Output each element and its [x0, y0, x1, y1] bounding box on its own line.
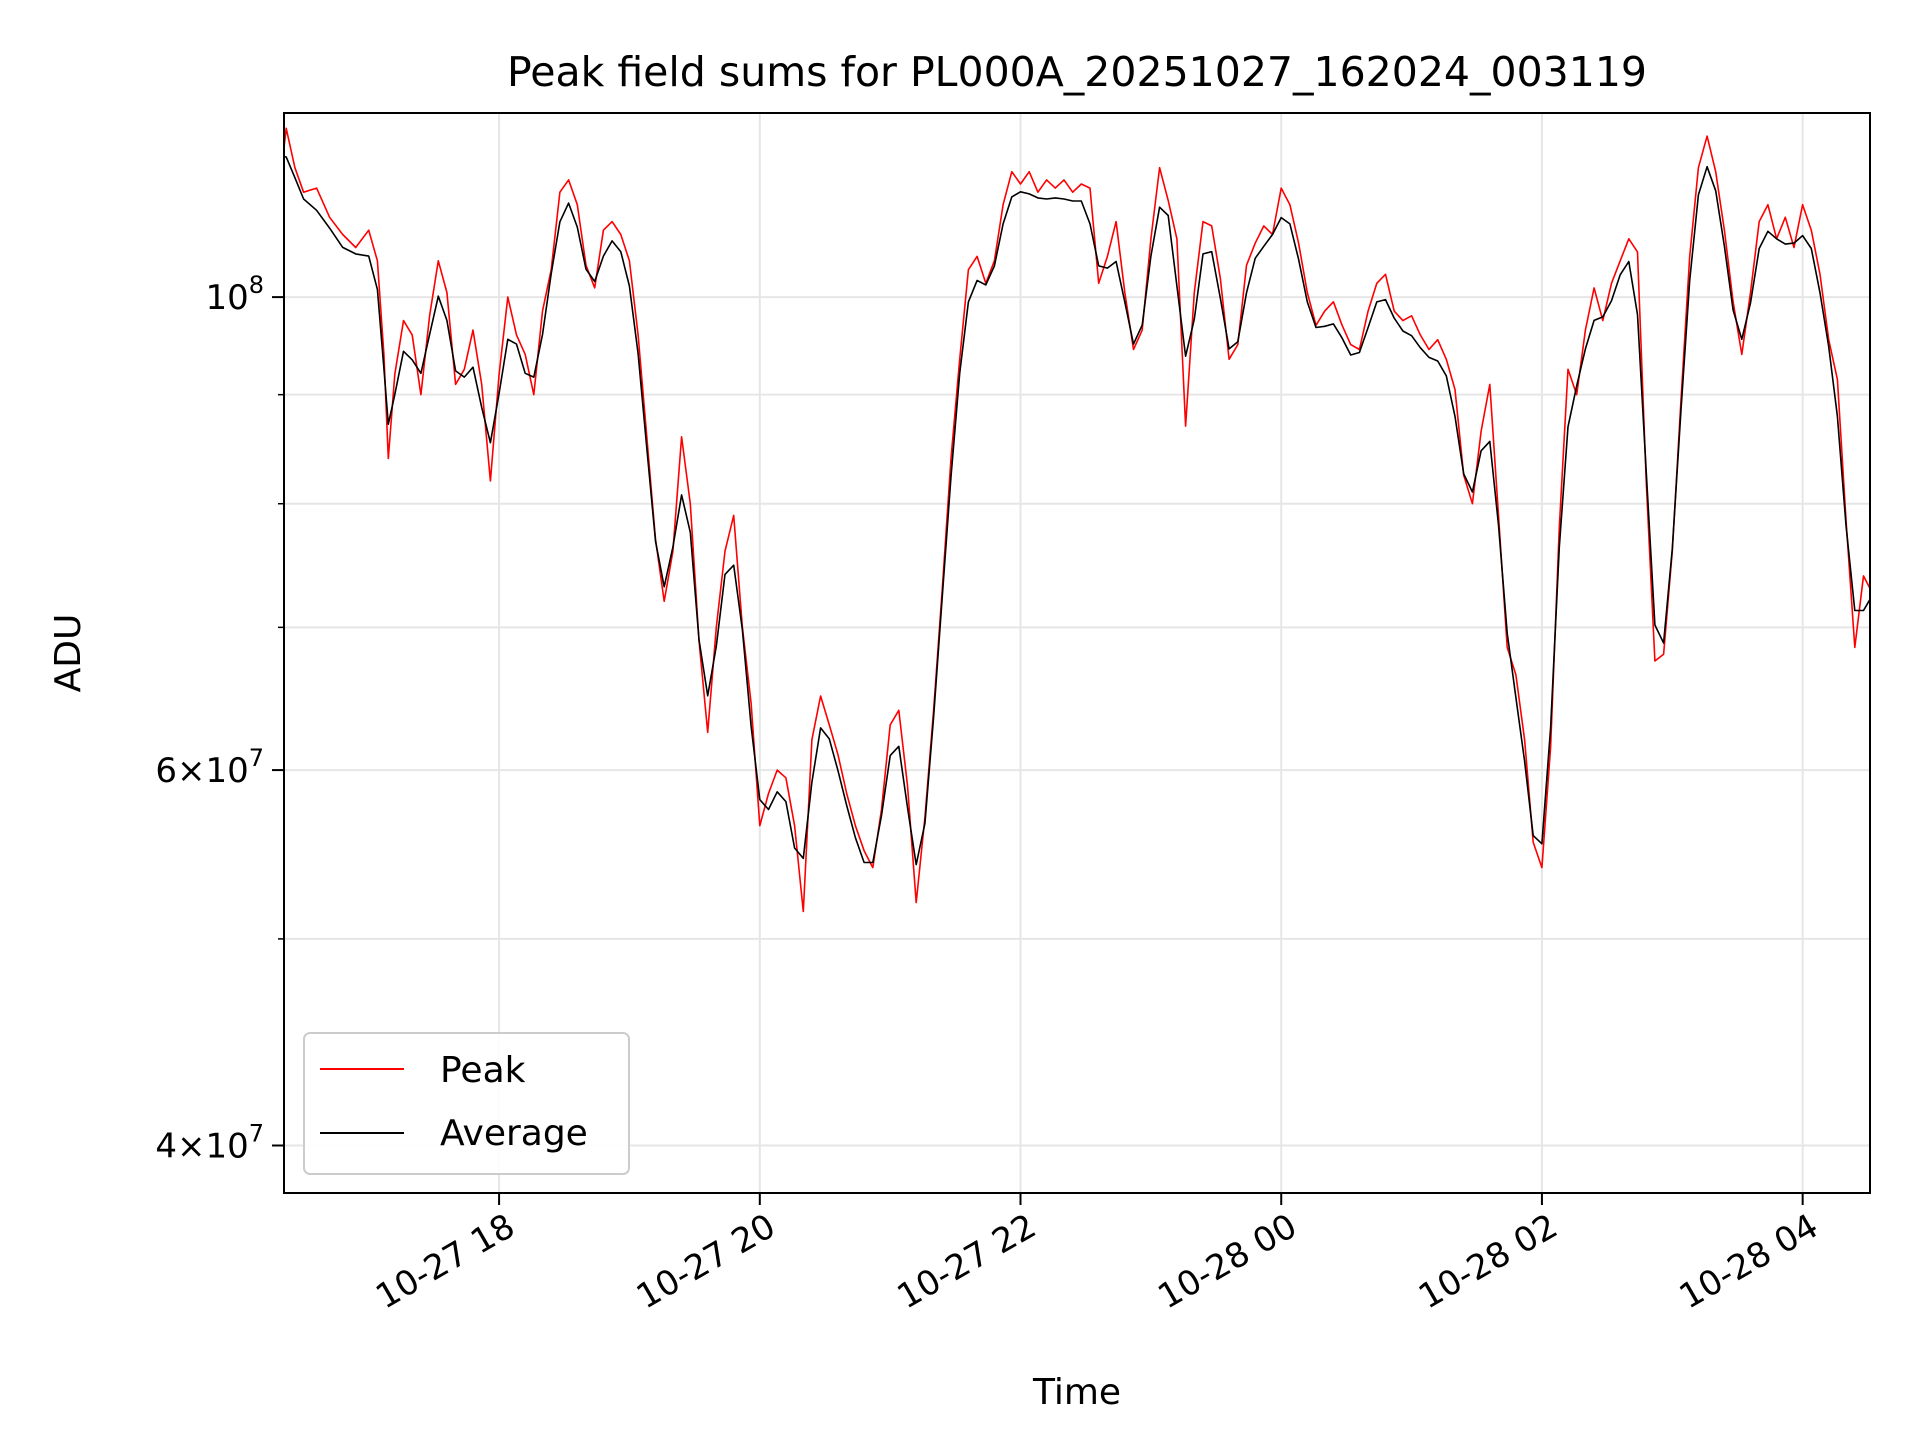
legend: Peak Average: [303, 1032, 630, 1175]
legend-label-average: Average: [440, 1113, 588, 1154]
series-layer: [283, 127, 1871, 913]
series-line-peak: [283, 127, 1871, 913]
series-line-average: [284, 156, 1871, 866]
y-tick-label: 6×107: [155, 744, 264, 791]
x-axis-label: Time: [1032, 1372, 1121, 1413]
y-axis-label: ADU: [48, 614, 89, 693]
plot-frame: [283, 112, 1871, 1194]
y-tick-label: 108: [205, 271, 264, 318]
y-axis: 108 6×107 4×107: [155, 271, 284, 1167]
y-tick-label: 4×107: [155, 1120, 264, 1167]
legend-label-peak: Peak: [440, 1050, 526, 1091]
chart-title: Peak field sums for PL000A_20251027_1620…: [507, 48, 1647, 96]
